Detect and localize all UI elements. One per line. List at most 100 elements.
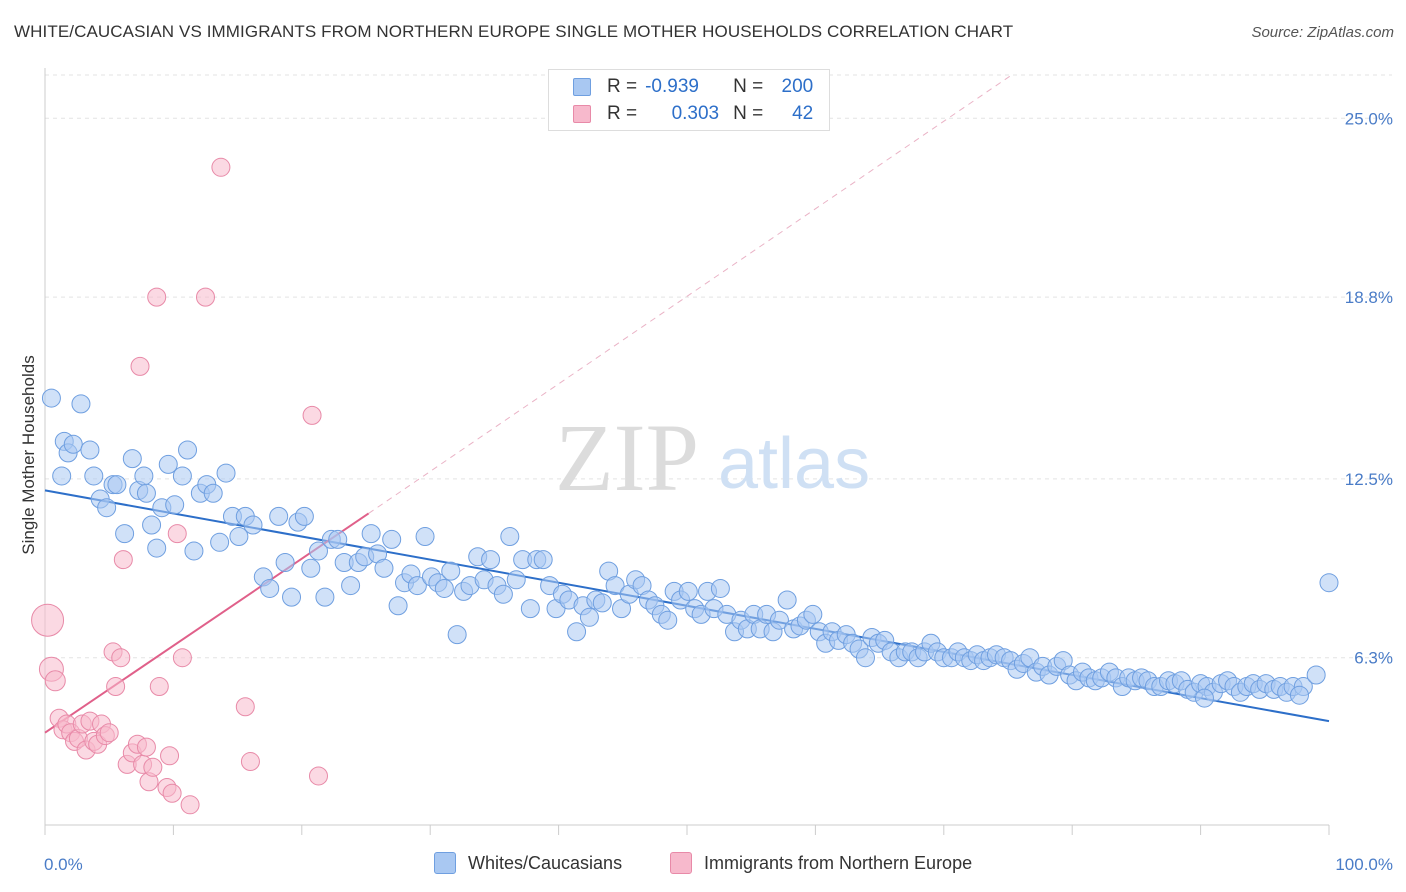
- point-whites: [63, 434, 83, 454]
- point-immigrants: [162, 783, 182, 803]
- series-immigrants: [31, 157, 328, 815]
- point-immigrants: [180, 795, 200, 815]
- point-whites: [506, 570, 526, 590]
- legend-swatch-immigrants: [573, 105, 591, 123]
- legend-r-label: R =: [607, 76, 638, 97]
- point-whites: [579, 607, 599, 627]
- point-whites: [382, 529, 402, 549]
- point-immigrants: [235, 697, 255, 717]
- point-whites: [658, 610, 678, 630]
- point-whites: [361, 524, 381, 544]
- legend-n-value: 42: [792, 103, 814, 124]
- point-whites: [115, 524, 135, 544]
- point-whites: [678, 581, 698, 601]
- point-whites: [592, 593, 612, 613]
- point-immigrants: [130, 356, 150, 376]
- grid-lines: [45, 74, 1392, 659]
- bottom-legend-immigrants: Immigrants from Northern Europe: [670, 852, 972, 874]
- point-whites: [855, 648, 875, 668]
- point-whites: [301, 558, 321, 578]
- point-immigrants: [172, 648, 192, 668]
- point-whites: [294, 506, 314, 526]
- y-tick-label: 12.5%: [1345, 470, 1393, 489]
- point-immigrants: [149, 677, 169, 697]
- point-whites: [374, 558, 394, 578]
- point-whites: [441, 561, 461, 581]
- point-whites: [1289, 685, 1309, 705]
- point-whites: [71, 394, 91, 414]
- point-whites: [282, 587, 302, 607]
- point-whites: [533, 550, 553, 570]
- x-tick-label: 100.0%: [1335, 855, 1393, 874]
- point-whites: [447, 625, 467, 645]
- point-whites: [493, 584, 513, 604]
- point-whites: [1306, 665, 1326, 685]
- point-whites: [134, 466, 154, 486]
- series-whites: [41, 388, 1339, 708]
- watermark-zip: ZIP: [555, 404, 699, 511]
- point-immigrants: [167, 524, 187, 544]
- point-whites: [710, 578, 730, 598]
- point-whites: [122, 449, 142, 469]
- legend-box: R = -0.939 N = 200 R = 0.303 N = 42: [548, 69, 830, 131]
- point-whites: [407, 576, 427, 596]
- point-whites: [315, 587, 335, 607]
- point-whites: [434, 578, 454, 598]
- legend-r-value: -0.939: [645, 76, 699, 97]
- axes: [44, 68, 1330, 835]
- trend-extension-immigrants: [368, 74, 1012, 514]
- legend-row-immigrants: R = 0.303 N = 42: [573, 102, 813, 126]
- point-whites: [481, 550, 501, 570]
- axis-labels: 6.3% 12.5% 18.8% 25.0% 0.0% 100.0% Single Moth…: [19, 109, 1393, 874]
- point-immigrants: [160, 746, 180, 766]
- point-whites: [1319, 573, 1339, 593]
- point-whites: [803, 604, 823, 624]
- legend-n-label: N =: [733, 76, 764, 97]
- point-immigrants: [147, 287, 167, 307]
- point-immigrants: [308, 766, 328, 786]
- watermark-atlas: atlas: [718, 424, 870, 504]
- bottom-legend-swatch-whites: [434, 852, 456, 874]
- point-whites: [1194, 688, 1214, 708]
- point-whites: [41, 388, 61, 408]
- point-whites: [165, 495, 185, 515]
- point-immigrants: [99, 723, 119, 743]
- point-whites: [388, 596, 408, 616]
- point-whites: [520, 599, 540, 619]
- data-points: [31, 157, 1339, 815]
- point-immigrants: [113, 550, 133, 570]
- point-whites: [107, 475, 127, 495]
- y-tick-label: 25.0%: [1345, 109, 1393, 128]
- point-immigrants: [143, 757, 163, 777]
- point-whites: [275, 553, 295, 572]
- point-immigrants: [211, 157, 231, 177]
- point-whites: [84, 466, 104, 486]
- point-immigrants: [111, 648, 131, 668]
- point-whites: [229, 527, 249, 547]
- point-whites: [158, 454, 178, 474]
- point-whites: [415, 527, 435, 547]
- point-whites: [203, 483, 223, 503]
- point-whites: [80, 440, 100, 460]
- point-whites: [172, 466, 192, 486]
- bottom-legend-label-immigrants: Immigrants from Northern Europe: [704, 852, 973, 873]
- x-tick-label: 0.0%: [44, 855, 83, 874]
- point-whites: [769, 610, 789, 630]
- point-whites: [777, 590, 797, 610]
- point-whites: [567, 622, 587, 642]
- point-immigrants: [136, 737, 156, 757]
- point-whites: [178, 440, 198, 460]
- point-whites: [328, 529, 348, 549]
- point-whites: [216, 463, 236, 483]
- point-whites: [341, 576, 361, 596]
- source-label: Source: ZipAtlas.com: [1251, 24, 1394, 41]
- point-whites: [210, 532, 230, 552]
- point-whites: [52, 466, 72, 486]
- bottom-legend-label-whites: Whites/Caucasians: [468, 852, 623, 873]
- point-immigrants: [31, 603, 65, 637]
- legend-n-value: 200: [781, 76, 814, 97]
- point-whites: [97, 498, 117, 518]
- y-axis-label: Single Mother Households: [19, 355, 38, 554]
- legend-swatch-whites: [573, 78, 591, 96]
- point-whites: [243, 515, 263, 535]
